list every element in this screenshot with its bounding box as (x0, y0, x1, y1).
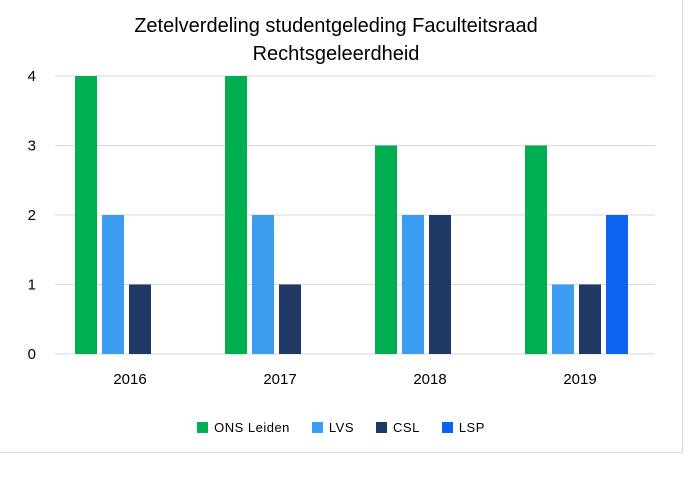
chart-title-line-1: Zetelverdeling studentgeleding Faculteit… (134, 15, 538, 37)
bar-ons-leiden-2016 (75, 76, 97, 354)
bar-ons-leiden-2018 (375, 145, 397, 354)
chart-title-line-2: Rechtsgeleerdheid (252, 43, 420, 65)
bar-csl-2019 (579, 284, 601, 354)
x-tick-label: 2016 (113, 371, 146, 388)
y-tick-label: 2 (28, 207, 36, 224)
legend-swatch (441, 422, 453, 433)
bar-csl-2017 (279, 284, 301, 354)
x-tick-label: 2019 (563, 371, 596, 388)
chart-title: Zetelverdeling studentgeleding Faculteit… (0, 12, 672, 68)
plot-area: 0 1 2 3 4 2016 2017 2018 2019 (28, 68, 655, 388)
y-tick-label: 4 (28, 68, 36, 85)
legend-label: LVS (328, 420, 355, 435)
y-tick-label: 1 (28, 277, 36, 294)
x-tick-label: 2018 (413, 371, 446, 388)
bar-csl-2016 (129, 284, 151, 354)
legend-item: LVS (311, 420, 355, 435)
bar-ons-leiden-2017 (225, 76, 247, 354)
bar-lvs-2018 (402, 215, 424, 354)
bar-lsp-2019 (606, 215, 628, 354)
x-tick-label: 2017 (263, 371, 296, 388)
legend-swatch (197, 422, 209, 433)
legend-label: CSL (393, 420, 420, 435)
bar-lvs-2017 (252, 215, 274, 354)
bar-lvs-2019 (552, 284, 574, 354)
legend-label: ONS Leiden (214, 420, 290, 435)
legend-item: CSL (376, 420, 420, 435)
legend-label: LSP (458, 420, 485, 435)
bar-ons-leiden-2019 (525, 145, 547, 354)
chart: Zetelverdeling studentgeleding Faculteit… (0, 0, 683, 453)
legend: ONS Leiden LVS CSL LSP (0, 420, 682, 435)
y-tick-label: 3 (28, 138, 36, 155)
y-tick-label: 0 (28, 346, 36, 363)
legend-swatch (376, 422, 388, 433)
bar-csl-2018 (429, 215, 451, 354)
bar-lvs-2016 (102, 215, 124, 354)
legend-item: ONS Leiden (197, 420, 290, 435)
legend-swatch (311, 422, 323, 433)
legend-item: LSP (441, 420, 485, 435)
